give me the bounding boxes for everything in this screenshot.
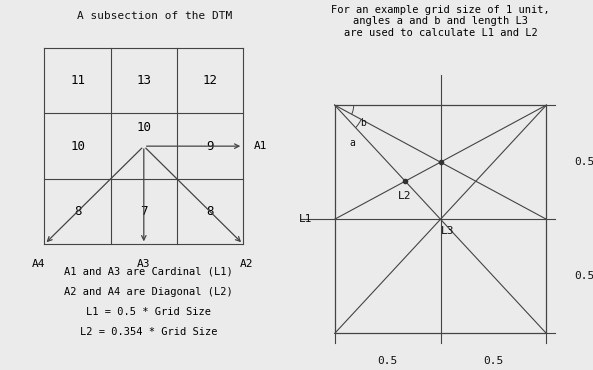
Text: 8: 8 <box>206 205 213 218</box>
Text: L1 = 0.5 * Grid Size: L1 = 0.5 * Grid Size <box>86 307 211 317</box>
Text: L3: L3 <box>441 226 454 236</box>
Text: 0.5: 0.5 <box>575 271 593 281</box>
Text: 0.5: 0.5 <box>377 356 398 366</box>
Text: 10: 10 <box>70 139 85 153</box>
Text: L2: L2 <box>398 191 412 201</box>
Text: L1: L1 <box>299 214 312 224</box>
Text: 0.5: 0.5 <box>575 157 593 167</box>
Text: L2 = 0.354 * Grid Size: L2 = 0.354 * Grid Size <box>79 327 217 337</box>
Text: 11: 11 <box>70 74 85 87</box>
Text: A2: A2 <box>240 259 253 269</box>
Text: a: a <box>349 138 355 148</box>
Text: A1 and A3 are Cardinal (L1): A1 and A3 are Cardinal (L1) <box>64 266 232 276</box>
Text: 7: 7 <box>140 205 148 218</box>
Text: A4: A4 <box>32 259 45 269</box>
Text: A3: A3 <box>137 259 151 269</box>
Text: A subsection of the DTM: A subsection of the DTM <box>76 11 232 21</box>
Text: 10: 10 <box>136 121 151 134</box>
Text: b: b <box>360 118 366 128</box>
Text: A1: A1 <box>254 141 267 151</box>
Text: 13: 13 <box>136 74 151 87</box>
Text: A2 and A4 are Diagonal (L2): A2 and A4 are Diagonal (L2) <box>64 287 232 297</box>
Text: 9: 9 <box>206 139 213 153</box>
Text: For an example grid size of 1 unit,
angles a and b and length L3
are used to cal: For an example grid size of 1 unit, angl… <box>331 4 550 38</box>
Text: 0.5: 0.5 <box>483 356 503 366</box>
Text: 12: 12 <box>203 74 218 87</box>
Text: 8: 8 <box>74 205 81 218</box>
